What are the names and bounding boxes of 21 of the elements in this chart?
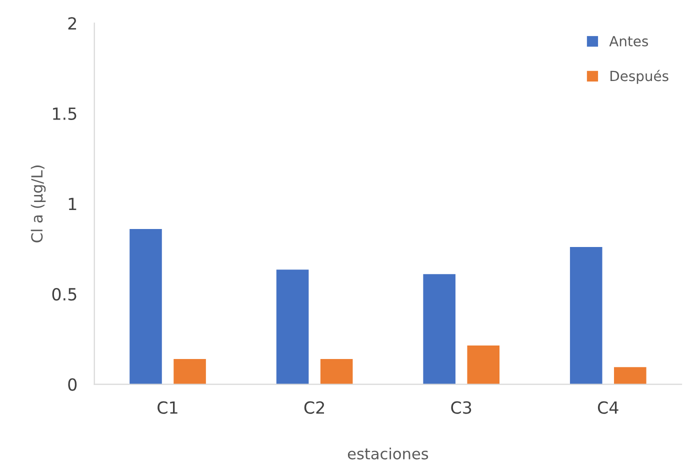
x-tick-label: C3 — [451, 401, 472, 414]
x-axis-title: estaciones — [348, 448, 428, 460]
bar — [320, 359, 353, 384]
x-tick-label: C4 — [598, 401, 618, 414]
legend-label: Antes — [609, 36, 648, 46]
legend-label: Después — [610, 70, 668, 84]
bar — [276, 270, 309, 384]
bar — [614, 367, 646, 384]
bar — [570, 247, 602, 384]
y-tick-label: 1 — [68, 198, 76, 210]
bar — [467, 345, 500, 384]
x-tick-label: C1 — [158, 401, 178, 414]
y-tick-label: 0.5 — [52, 288, 76, 301]
y-tick-label: 1.5 — [53, 108, 76, 120]
y-tick-label: 2 — [68, 17, 76, 30]
x-tick-label: C2 — [304, 401, 324, 414]
bar — [174, 359, 206, 384]
bar — [130, 229, 162, 384]
y-tick-label: 0 — [68, 378, 77, 391]
y-axis-title: Cl a (µg/L) — [30, 166, 46, 242]
bar — [423, 274, 456, 384]
